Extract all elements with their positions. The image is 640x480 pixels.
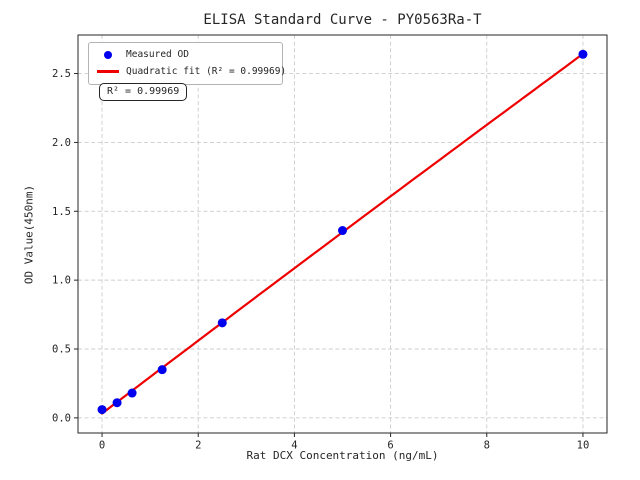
- x-tick-label: 8: [484, 440, 490, 452]
- r-squared-annotation: R² = 0.99969: [99, 83, 188, 101]
- x-tick-label: 10: [577, 440, 590, 452]
- legend-label: Quadratic fit (R² = 0.99969): [126, 65, 287, 77]
- y-tick-label: 0.5: [52, 343, 71, 355]
- y-tick-label: 1.0: [52, 275, 71, 287]
- data-point-marker: [578, 49, 588, 59]
- data-point-marker: [112, 398, 122, 408]
- y-tick-label: 1.5: [52, 206, 71, 218]
- legend: Measured OD Quadratic fit (R² = 0.99969): [88, 42, 286, 85]
- data-point-marker: [338, 226, 347, 236]
- plot-border: [77, 34, 608, 434]
- x-tick-label: 6: [387, 440, 393, 452]
- data-point-marker: [97, 405, 107, 415]
- x-tick-label: 4: [291, 440, 297, 452]
- x-tick-label: 0: [99, 440, 105, 452]
- legend-item-measured-od: Measured OD: [95, 46, 276, 63]
- blue-dot-marker-icon: [104, 50, 112, 59]
- y-tick-label: 2.5: [52, 68, 71, 80]
- legend-label: Measured OD: [126, 48, 189, 60]
- red-line-marker-icon: [97, 70, 119, 73]
- legend-item-quadratic-fit: Quadratic fit (R² = 0.99969): [95, 63, 286, 80]
- x-tick-label: 2: [195, 440, 201, 452]
- data-point-marker: [217, 318, 227, 328]
- y-axis-label: OD Value(450nm): [22, 184, 36, 285]
- x-axis-label: Rat DCX Concentration (ng/mL): [246, 449, 439, 462]
- legend-swatch: [95, 50, 121, 59]
- y-tick-label: 0.0: [52, 412, 71, 424]
- y-tick-label: 2.0: [52, 137, 71, 149]
- legend-swatch: [95, 70, 121, 73]
- data-point-marker: [157, 365, 167, 375]
- data-point-marker: [127, 388, 137, 398]
- chart-title: ELISA Standard Curve - PY0563Ra-T: [203, 12, 482, 28]
